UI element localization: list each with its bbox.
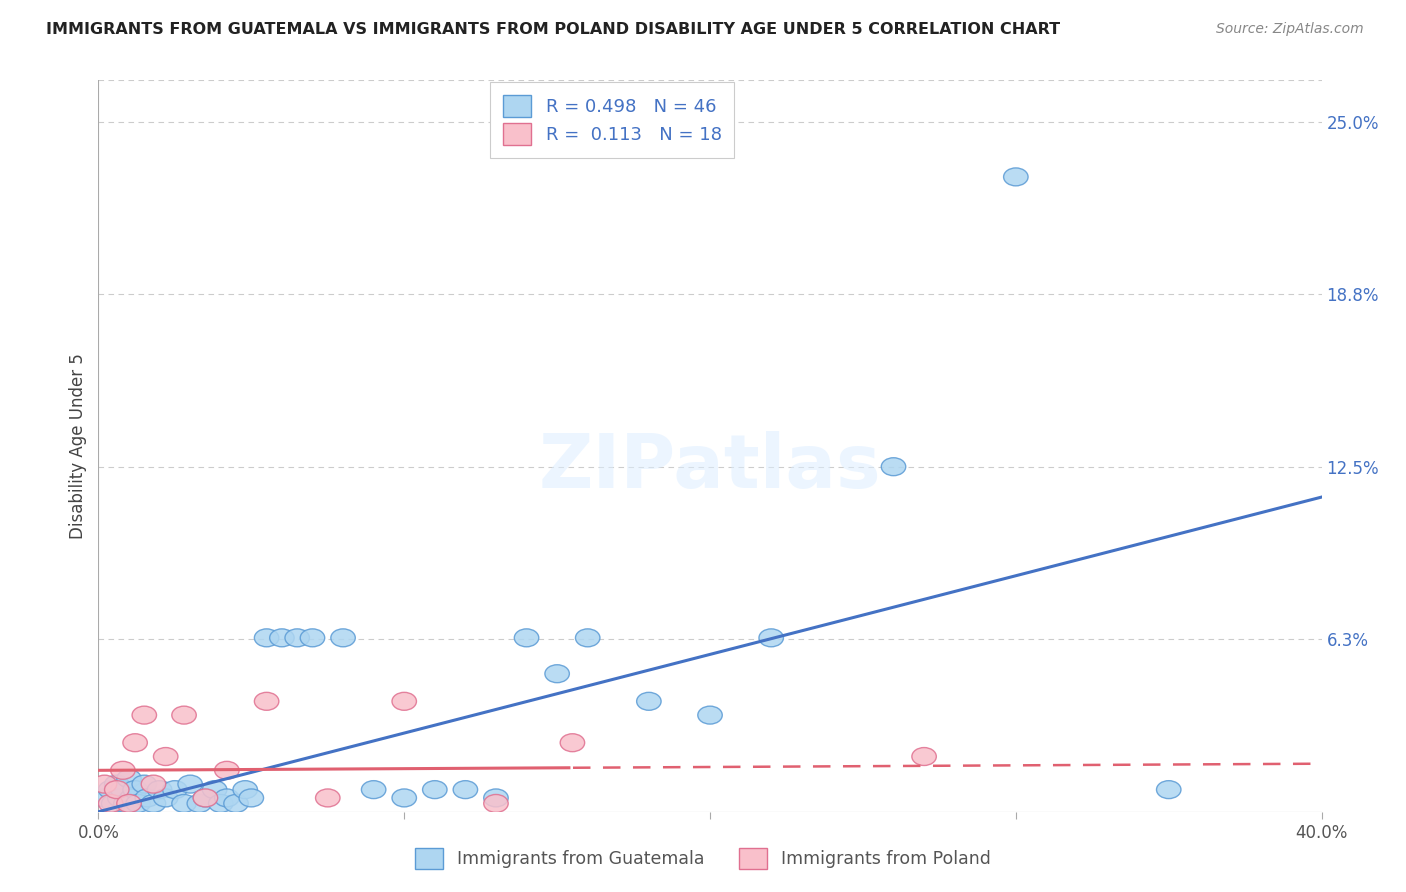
Ellipse shape xyxy=(98,795,122,813)
Ellipse shape xyxy=(193,789,218,807)
Ellipse shape xyxy=(193,789,218,807)
Ellipse shape xyxy=(114,795,138,813)
Ellipse shape xyxy=(104,780,129,798)
Ellipse shape xyxy=(392,692,416,710)
Ellipse shape xyxy=(101,795,127,813)
Ellipse shape xyxy=(1004,168,1028,186)
Ellipse shape xyxy=(127,795,150,813)
Ellipse shape xyxy=(560,734,585,752)
Ellipse shape xyxy=(392,789,416,807)
Ellipse shape xyxy=(233,780,257,798)
Ellipse shape xyxy=(215,762,239,780)
Ellipse shape xyxy=(117,795,141,813)
Y-axis label: Disability Age Under 5: Disability Age Under 5 xyxy=(69,353,87,539)
Ellipse shape xyxy=(208,795,233,813)
Legend: R = 0.498   N = 46, R =  0.113   N = 18: R = 0.498 N = 46, R = 0.113 N = 18 xyxy=(489,82,734,158)
Ellipse shape xyxy=(122,780,148,798)
Ellipse shape xyxy=(111,780,135,798)
Ellipse shape xyxy=(423,780,447,798)
Ellipse shape xyxy=(697,706,723,724)
Ellipse shape xyxy=(153,789,179,807)
Ellipse shape xyxy=(104,775,129,793)
Ellipse shape xyxy=(141,775,166,793)
Ellipse shape xyxy=(215,789,239,807)
Legend: Immigrants from Guatemala, Immigrants from Poland: Immigrants from Guatemala, Immigrants fr… xyxy=(408,841,998,876)
Text: IMMIGRANTS FROM GUATEMALA VS IMMIGRANTS FROM POLAND DISABILITY AGE UNDER 5 CORRE: IMMIGRANTS FROM GUATEMALA VS IMMIGRANTS … xyxy=(46,22,1060,37)
Text: Source: ZipAtlas.com: Source: ZipAtlas.com xyxy=(1216,22,1364,37)
Ellipse shape xyxy=(122,734,148,752)
Ellipse shape xyxy=(93,775,117,793)
Ellipse shape xyxy=(153,747,179,765)
Ellipse shape xyxy=(330,629,356,647)
Ellipse shape xyxy=(315,789,340,807)
Ellipse shape xyxy=(484,795,508,813)
Ellipse shape xyxy=(301,629,325,647)
Ellipse shape xyxy=(575,629,600,647)
Ellipse shape xyxy=(98,780,122,798)
Ellipse shape xyxy=(637,692,661,710)
Ellipse shape xyxy=(187,795,211,813)
Text: ZIPatlas: ZIPatlas xyxy=(538,432,882,505)
Ellipse shape xyxy=(254,629,278,647)
Ellipse shape xyxy=(285,629,309,647)
Ellipse shape xyxy=(202,780,226,798)
Ellipse shape xyxy=(111,762,135,780)
Ellipse shape xyxy=(453,780,478,798)
Ellipse shape xyxy=(224,795,249,813)
Ellipse shape xyxy=(132,706,156,724)
Ellipse shape xyxy=(239,789,263,807)
Ellipse shape xyxy=(361,780,385,798)
Ellipse shape xyxy=(484,789,508,807)
Ellipse shape xyxy=(172,706,197,724)
Ellipse shape xyxy=(132,775,156,793)
Ellipse shape xyxy=(254,692,278,710)
Ellipse shape xyxy=(179,775,202,793)
Ellipse shape xyxy=(93,789,117,807)
Ellipse shape xyxy=(148,780,172,798)
Ellipse shape xyxy=(546,665,569,682)
Ellipse shape xyxy=(270,629,294,647)
Ellipse shape xyxy=(108,789,132,807)
Ellipse shape xyxy=(912,747,936,765)
Ellipse shape xyxy=(141,795,166,813)
Ellipse shape xyxy=(120,789,145,807)
Ellipse shape xyxy=(515,629,538,647)
Ellipse shape xyxy=(135,789,160,807)
Ellipse shape xyxy=(1157,780,1181,798)
Ellipse shape xyxy=(882,458,905,475)
Ellipse shape xyxy=(117,770,141,788)
Ellipse shape xyxy=(172,795,197,813)
Ellipse shape xyxy=(163,780,187,798)
Ellipse shape xyxy=(759,629,783,647)
